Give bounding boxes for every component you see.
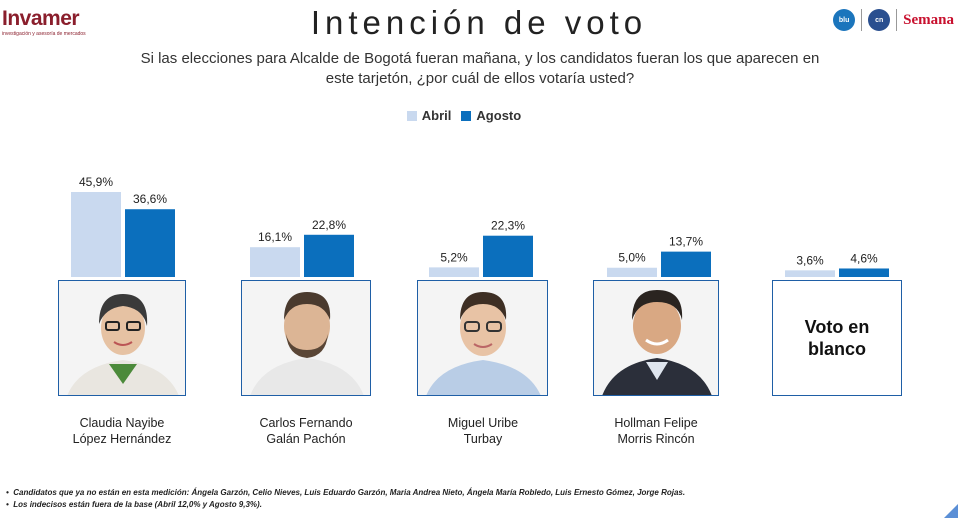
data-label-agosto-2: 22,8%: [312, 218, 346, 232]
footnote-2: • Los indecisos están fuera de la base (…: [6, 500, 262, 509]
bar-abril-4: [607, 267, 657, 277]
portrait-icon: [594, 281, 718, 395]
candidate-name-line2: Turbay: [463, 432, 503, 446]
data-label-abril-4: 5,0%: [618, 251, 646, 265]
survey-question: Si las elecciones para Alcalde de Bogotá…: [140, 50, 820, 87]
portrait-icon: [418, 281, 547, 395]
candidate-name-line1: Claudia Nayibe: [79, 416, 165, 430]
data-label-agosto-1: 36,6%: [133, 192, 167, 206]
data-label-agosto-3: 22,3%: [491, 219, 525, 233]
page-title: Intención de voto: [310, 4, 648, 41]
bar-abril-1: [71, 192, 121, 277]
bar-abril-5: [785, 270, 835, 277]
data-label-abril-2: 16,1%: [258, 230, 292, 244]
bar-chart: 45,9% 16,1% 5,2% 5,0% 3,6% 36,6% 22,8% 22,3% 13,…: [71, 175, 889, 277]
invamer-logo-tagline: investigación y asesoría de mercados: [2, 31, 86, 37]
data-label-abril-3: 5,2%: [440, 250, 468, 264]
candidate-photo-1: [58, 280, 186, 396]
legend-swatch-agosto: [461, 110, 472, 121]
candidate-name-3: Miguel Uribe Turbay: [403, 415, 563, 447]
bar-abril-3: [429, 267, 479, 277]
portrait-icon: [242, 281, 370, 395]
legend-label-agosto: Agosto: [476, 108, 522, 123]
bar-agosto-2: [304, 234, 354, 277]
legend-swatch-abril: [406, 110, 417, 121]
data-label-agosto-4: 13,7%: [669, 235, 703, 249]
legend-item-abril: Abril: [406, 108, 452, 123]
bar-agosto-4: [661, 251, 711, 277]
corner-decoration: [944, 504, 958, 518]
logo-divider: [896, 9, 898, 31]
bar-agosto-1: [125, 209, 175, 277]
data-label-abril-1: 45,9%: [79, 175, 113, 189]
blank-vote-box: Voto en blanco: [772, 280, 902, 396]
legend-item-agosto: Agosto: [461, 108, 521, 123]
candidate-name-line2: López Hernández: [72, 432, 172, 446]
candidate-photo-4: [593, 280, 719, 396]
blank-vote-label: Voto en blanco: [804, 317, 870, 359]
candidate-name-1: Claudia Nayibe López Hernández: [42, 415, 202, 447]
bar-agosto-5: [839, 268, 889, 277]
footnote-1: • Candidatos que ya no están en esta med…: [6, 488, 686, 497]
semana-logo: Semana: [903, 11, 954, 28]
candidate-name-line1: Hollman Felipe: [614, 416, 698, 430]
footnotes: • Candidatos que ya no están en esta med…: [6, 487, 685, 511]
portrait-icon: [59, 281, 185, 395]
candidate-photo-3: [417, 280, 548, 396]
invamer-logo-text: Invamer: [2, 7, 80, 30]
candidate-name-2: Carlos Fernando Galán Pachón: [226, 415, 386, 447]
candidate-name-4: Hollman Felipe Morris Rincón: [576, 415, 736, 447]
candidate-photo-2: [241, 280, 371, 396]
bar-abril-2: [250, 247, 300, 277]
bar-agosto-3: [483, 235, 533, 277]
blu-radio-logo: blu: [833, 9, 856, 31]
noticias-caracol-logo: cn: [868, 9, 891, 31]
invamer-logo: Invamer investigación y asesoría de merc…: [2, 8, 92, 42]
logo-divider: [861, 9, 863, 31]
candidate-name-line1: Carlos Fernando: [259, 416, 353, 430]
legend-label-abril: Abril: [421, 108, 452, 123]
partner-logos: blu cn Semana: [833, 8, 954, 32]
data-label-agosto-5: 4,6%: [850, 251, 878, 265]
candidate-name-line1: Miguel Uribe: [447, 416, 519, 430]
candidate-name-line2: Morris Rincón: [617, 432, 695, 446]
data-label-abril-5: 3,6%: [796, 253, 824, 267]
chart-legend: Abril Agosto: [0, 108, 928, 123]
candidate-name-line2: Galán Pachón: [266, 432, 346, 446]
